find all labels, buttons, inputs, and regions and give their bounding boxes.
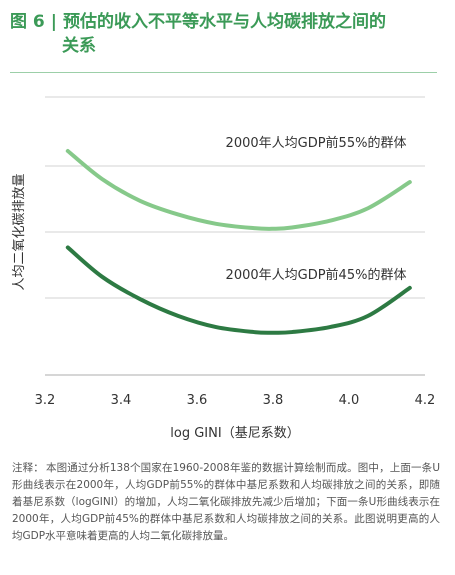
figure-title: 图 6 | 预估的收入不平等水平与人均碳排放之间的 关系 bbox=[10, 10, 440, 58]
series-top-55-line bbox=[65, 149, 412, 231]
title-separator: | bbox=[50, 12, 57, 32]
footnote-label: 注释： bbox=[12, 462, 44, 474]
series-lines bbox=[65, 149, 412, 335]
x-tick-label: 3.4 bbox=[111, 393, 132, 408]
x-axis-title: log GINI（基尼系数） bbox=[170, 426, 299, 441]
series-annotation: 2000年人均GDP前55%的群体 bbox=[226, 135, 407, 151]
footnote-text: 本图通过分析138个国家在1960-2008年鉴的数据计算绘制而成。图中，上面一… bbox=[12, 462, 440, 542]
gridlines bbox=[45, 96, 425, 376]
series-annotation: 2000年人均GDP前45%的群体 bbox=[226, 267, 407, 283]
x-tick-label: 4.0 bbox=[339, 393, 360, 408]
x-tick-label: 3.6 bbox=[187, 393, 208, 408]
figure-label: 图 6 bbox=[10, 12, 45, 32]
x-tick-label: 4.2 bbox=[415, 393, 436, 408]
x-tick-label: 3.2 bbox=[35, 393, 56, 408]
title-line-2: 关系 bbox=[62, 36, 96, 56]
chart: 3.2 3.4 3.6 3.8 4.0 4.2 2000年人均GDP前55%的群体2000… bbox=[12, 96, 436, 441]
title-line-1: 预估的收入不平等水平与人均碳排放之间的 bbox=[62, 12, 386, 32]
x-tick-labels: 3.2 3.4 3.6 3.8 4.0 4.2 bbox=[35, 393, 436, 408]
title-divider bbox=[10, 72, 437, 73]
series-annotations: 2000年人均GDP前55%的群体 2000年人均GDP前45%的群体 bbox=[226, 135, 407, 283]
series-top-45-line bbox=[65, 245, 412, 335]
footnote: 注释： 本图通过分析138个国家在1960-2008年鉴的数据计算绘制而成。图中，… bbox=[12, 460, 440, 545]
x-tick-label: 3.8 bbox=[263, 393, 284, 408]
y-axis-title: 人均二氧化碳排放量 bbox=[12, 173, 27, 290]
